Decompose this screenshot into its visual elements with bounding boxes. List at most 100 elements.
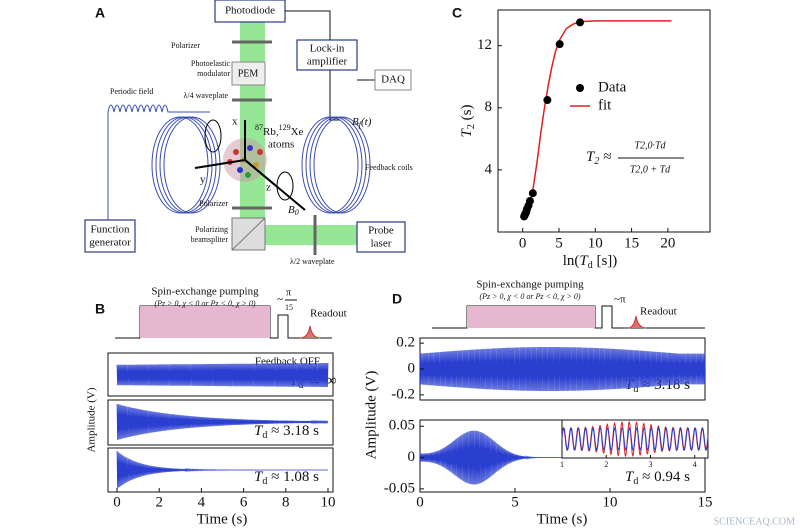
- pulse-angle: 15: [285, 303, 293, 312]
- text: T: [459, 127, 475, 137]
- subscript: 2: [594, 156, 599, 167]
- subscript: d: [633, 384, 638, 395]
- pumping-title: Spin-exchange pumping: [151, 286, 259, 298]
- x-axis-label: Time (s): [197, 511, 248, 527]
- x-tick-label: 0: [519, 235, 527, 251]
- field-label: Bf(t): [352, 116, 372, 129]
- readout-pulse: [627, 315, 647, 329]
- annotation: Td ≈ 0.94 s: [625, 469, 690, 487]
- superscript: 129: [279, 123, 291, 132]
- formula-numerator: T2,0·Td: [634, 140, 666, 151]
- readout-label: Readout: [310, 308, 347, 320]
- pumping-condition: (Pz > 0, χ < 0 or Pz < 0, χ > 0): [154, 299, 255, 308]
- inset-tick-label: 4: [693, 460, 697, 469]
- atoms-label: atoms: [268, 139, 294, 151]
- text: T: [254, 423, 264, 439]
- box-label: laser: [371, 238, 392, 250]
- inset-tick-label: 1: [560, 460, 564, 469]
- axis-arrow: [244, 159, 276, 186]
- photodiode-label: Photodiode: [225, 5, 275, 17]
- x-tick-label: 10: [588, 235, 603, 251]
- component-label: Feedback coils: [365, 163, 413, 172]
- field-label: B0: [288, 204, 299, 217]
- component-label: Polarizer: [171, 41, 200, 50]
- data-point: [528, 189, 537, 198]
- x-tick-label: 5: [555, 235, 563, 251]
- waveform: [116, 450, 328, 489]
- text: T: [625, 469, 635, 485]
- x-tick-label: 5: [511, 494, 519, 510]
- panel-c: C T2 (s) ln(Td [s]) T2 ≈ T2,0·Td T2,0 + …: [452, 5, 711, 271]
- axis-label: y: [200, 174, 206, 186]
- x-tick-label: 10: [321, 494, 336, 510]
- lockin-label: Lock-in: [310, 43, 345, 55]
- y-axis-label: Amplitude (V): [363, 371, 379, 460]
- data-point: [555, 40, 564, 49]
- subscript: d: [262, 430, 267, 441]
- text: T: [254, 469, 264, 485]
- subscript: f: [359, 120, 363, 129]
- text: ≈ 0.94 s: [638, 469, 690, 485]
- probe-laser-box: [356, 221, 406, 253]
- periodic-field-wave: [107, 104, 210, 113]
- pem-box: [231, 61, 266, 86]
- y-axis-label: T2 (s): [459, 105, 477, 138]
- panel-label: D: [392, 291, 402, 307]
- formula-text: T2 ≈: [586, 149, 611, 167]
- x-tick-label: 0: [113, 494, 121, 510]
- atoms-label: 87Rb,129Xe: [255, 123, 304, 138]
- panel-b: B Spin-exchange pumping (Pz > 0, χ < 0 o…: [86, 286, 347, 528]
- pulse-angle: ~π: [614, 294, 626, 306]
- wire: [285, 10, 331, 40]
- coil-right: [301, 116, 371, 214]
- text: (t): [361, 116, 372, 128]
- text: ≈ 1.08 s: [267, 469, 319, 485]
- panel-d: D Spin-exchange pumping (Pz > 0, χ < 0 o…: [363, 279, 712, 528]
- data-point: [543, 96, 552, 105]
- pulse-angle: π: [286, 287, 291, 298]
- atoms: [223, 138, 267, 182]
- subscript: d: [588, 260, 593, 271]
- component-label: Photoelastic: [191, 59, 231, 68]
- lockin-label: amplifier: [307, 56, 348, 68]
- annotation: Td ≈ 1.08 s: [254, 469, 319, 487]
- function-generator-box: [84, 219, 136, 253]
- axis-label: z: [266, 182, 271, 194]
- text: T: [579, 253, 589, 269]
- daq-label: DAQ: [381, 74, 405, 86]
- box-label: Probe: [368, 225, 394, 237]
- formula-denominator: T2,0 + Td: [630, 164, 671, 175]
- rotation-arrow: [276, 171, 294, 201]
- x-tick-label: 6: [240, 494, 248, 510]
- data-point: [576, 18, 585, 27]
- fit-line: [526, 20, 672, 214]
- subscript: 2: [466, 124, 477, 129]
- formula: T2 ≈ T2,0·Td T2,0 + Td: [586, 140, 684, 175]
- laser-beam: [240, 22, 265, 218]
- pulse-angle: ~: [277, 294, 283, 306]
- pumping-condition: (Pz > 0, χ < 0 or Pz < 0, χ > 0): [479, 292, 580, 301]
- panel-label: B: [95, 301, 105, 317]
- beamsplitter-diagonal: [231, 217, 266, 251]
- text: Rb,: [263, 126, 279, 138]
- component-label: Polarizer: [199, 199, 228, 208]
- pumping-pulse: [467, 306, 595, 328]
- y-tick-label: 4: [485, 161, 493, 177]
- subscript: 0: [295, 208, 299, 217]
- y-tick-label: 0.2: [396, 335, 415, 351]
- component-label: modulator: [197, 69, 230, 78]
- text: ln(: [563, 253, 580, 269]
- superscript: 87: [255, 123, 263, 132]
- text: Xe: [291, 126, 304, 138]
- pem-label: PEM: [238, 68, 259, 79]
- y-tick-label: -0.05: [384, 480, 415, 496]
- y-tick-label: -0.2: [391, 386, 415, 402]
- text: B: [352, 116, 359, 128]
- x-tick-label: 10: [603, 494, 618, 510]
- x-axis-label: Time (s): [537, 511, 588, 527]
- pumping-pulse: [140, 306, 270, 338]
- x-tick-label: 8: [282, 494, 290, 510]
- annotation: Td ≈ 3.18 s: [254, 423, 319, 441]
- x-tick-label: 15: [698, 494, 713, 510]
